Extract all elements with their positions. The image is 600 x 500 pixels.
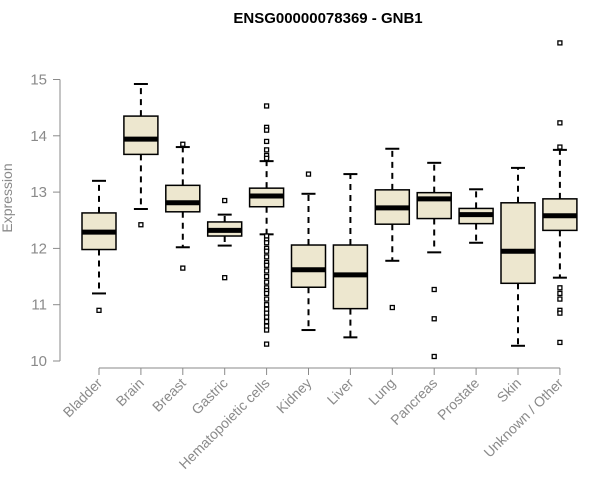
box-group	[206, 197, 243, 281]
outlier-point	[222, 197, 228, 204]
box-group	[542, 40, 578, 346]
iqr-box	[123, 115, 159, 156]
outlier-point	[305, 171, 312, 177]
outlier-point	[431, 316, 437, 322]
x-tick-label: Unknown / Other	[480, 375, 566, 461]
outlier-point	[431, 286, 437, 293]
outlier-point	[557, 285, 563, 291]
box-group	[290, 171, 327, 332]
outlier-point	[557, 310, 563, 316]
outlier-point	[557, 296, 563, 302]
outlier-point	[263, 138, 270, 145]
outlier-point	[138, 222, 144, 228]
y-tick-label: 13	[30, 184, 47, 201]
chart-title: ENSG00000078369 - GNB1	[233, 10, 422, 27]
outlier-point	[557, 290, 563, 297]
outlier-point	[557, 40, 563, 46]
y-tick-label: 10	[30, 353, 47, 370]
outlier-point	[263, 290, 270, 297]
outlier-point	[263, 248, 270, 254]
iqr-box	[165, 184, 201, 213]
outlier-point	[263, 127, 270, 133]
outlier-point	[222, 275, 228, 281]
outlier-point	[263, 155, 270, 161]
outlier-point	[263, 147, 270, 153]
box-group	[332, 173, 369, 339]
y-axis-label: Expression	[0, 163, 15, 232]
outlier-point	[263, 296, 270, 302]
iqr-box	[290, 244, 327, 288]
y-tick-label: 12	[30, 240, 47, 257]
boxes-layer	[81, 40, 578, 360]
outlier-point	[263, 318, 270, 325]
outlier-point	[557, 120, 563, 126]
outlier-point	[389, 304, 395, 311]
box-group	[123, 83, 159, 228]
x-tick-label: Prostate	[434, 375, 482, 423]
box-group	[165, 141, 201, 271]
outlier-point	[263, 103, 270, 109]
outlier-point	[557, 144, 563, 150]
outlier-point	[263, 273, 270, 280]
x-tick-label: Bladder	[60, 375, 106, 421]
x-tick-label: Skin	[494, 375, 525, 406]
y-tick-label: 15	[30, 72, 47, 89]
outlier-point	[263, 279, 270, 285]
x-tick-label: Kidney	[273, 375, 315, 417]
y-tick-label: 11	[31, 297, 47, 314]
x-tick-label: Pancreas	[387, 375, 440, 428]
outlier-point	[557, 339, 563, 346]
outlier-point	[263, 268, 270, 274]
box-group	[248, 103, 285, 347]
outlier-point	[263, 254, 270, 260]
iqr-box	[500, 202, 536, 285]
x-tick-label: Lung	[365, 375, 398, 408]
box-group	[500, 166, 536, 347]
box-group	[374, 147, 411, 311]
outlier-point	[263, 240, 270, 246]
box-group	[458, 188, 494, 244]
outlier-point	[180, 265, 186, 271]
x-tick-label: Liver	[324, 375, 357, 408]
x-tick-label: Breast	[149, 375, 189, 415]
box-group	[81, 179, 117, 313]
outlier-point	[263, 327, 270, 333]
outlier-point	[263, 262, 270, 268]
y-tick-label: 14	[30, 128, 47, 145]
y-axis: 10 11 12 13 14 15	[30, 72, 61, 370]
outlier-point	[180, 141, 186, 147]
outlier-point	[263, 314, 270, 320]
outlier-point	[263, 302, 270, 308]
box-group	[416, 161, 452, 360]
outlier-point	[263, 341, 270, 347]
outlier-point	[96, 307, 102, 313]
outlier-point	[431, 353, 437, 360]
x-tick-label: Brain	[113, 375, 147, 409]
